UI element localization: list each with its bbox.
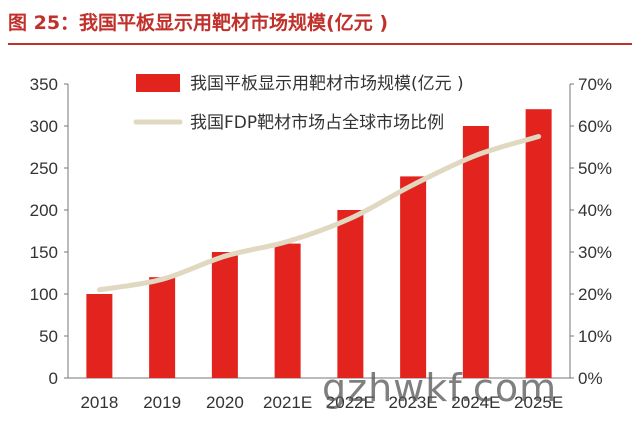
left-tick-label: 350 [30, 75, 58, 94]
x-tick-label: 2025E [514, 393, 563, 412]
bar [86, 294, 113, 378]
bar [400, 176, 427, 378]
x-tick-label: 2022E [326, 393, 375, 412]
bar [337, 210, 364, 378]
legend-label-bar: 我国平板显示用靶材市场规模(亿元 ) [190, 74, 464, 94]
bar [462, 126, 489, 378]
legend-swatch-bar [136, 74, 180, 92]
share-line [96, 134, 542, 293]
right-tick-label: 10% [578, 327, 612, 346]
right-tick-label: 50% [578, 159, 612, 178]
bar [149, 277, 176, 378]
x-tick-label: 2018 [80, 393, 118, 412]
x-tick-label: 2024E [451, 393, 500, 412]
figure-title: 图 25：我国平板显示用靶材市场规模(亿元 ) [8, 12, 389, 34]
x-tick-label: 2023E [389, 393, 438, 412]
legend-label-line: 我国FDP靶材市场占全球市场比例 [190, 113, 444, 133]
right-tick-label: 30% [578, 243, 612, 262]
watermark: gzhwkf.com [322, 366, 558, 410]
right-tick-label: 0% [578, 369, 603, 388]
left-tick-label: 50 [39, 327, 58, 346]
right-tick-label: 60% [578, 117, 612, 136]
left-tick-label: 250 [30, 159, 58, 178]
left-tick-label: 150 [30, 243, 58, 262]
x-tick-label: 2020 [206, 393, 244, 412]
right-tick-label: 40% [578, 201, 612, 220]
right-tick-label: 20% [578, 285, 612, 304]
left-tick-label: 200 [30, 201, 58, 220]
bar [525, 109, 552, 378]
title-rule [8, 43, 632, 45]
x-tick-label: 2021E [263, 393, 312, 412]
bar [211, 252, 238, 378]
left-tick-label: 0 [49, 369, 58, 388]
right-tick-label: 70% [578, 75, 612, 94]
bar [274, 243, 301, 378]
left-tick-label: 100 [30, 285, 58, 304]
x-tick-label: 2019 [143, 393, 181, 412]
left-tick-label: 300 [30, 117, 58, 136]
